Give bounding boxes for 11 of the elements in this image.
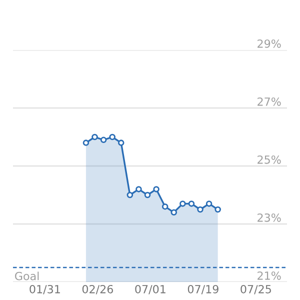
x-tick-label: 01/31 [30, 284, 60, 294]
x-tick-label: 07/19 [188, 284, 218, 294]
y-tick-label: 23% [258, 213, 281, 222]
x-tick-label: 07/25 [240, 284, 271, 294]
y-tick-label: 29% [258, 39, 281, 48]
ref-line-label: Goal [15, 272, 39, 280]
y-tick-label: 27% [258, 97, 281, 106]
y-tick-label: 25% [258, 155, 281, 164]
x-tick-label: 07/01 [135, 284, 166, 294]
y-tick-label: 21% [258, 271, 281, 280]
x-tick-label: 02/26 [82, 284, 113, 294]
